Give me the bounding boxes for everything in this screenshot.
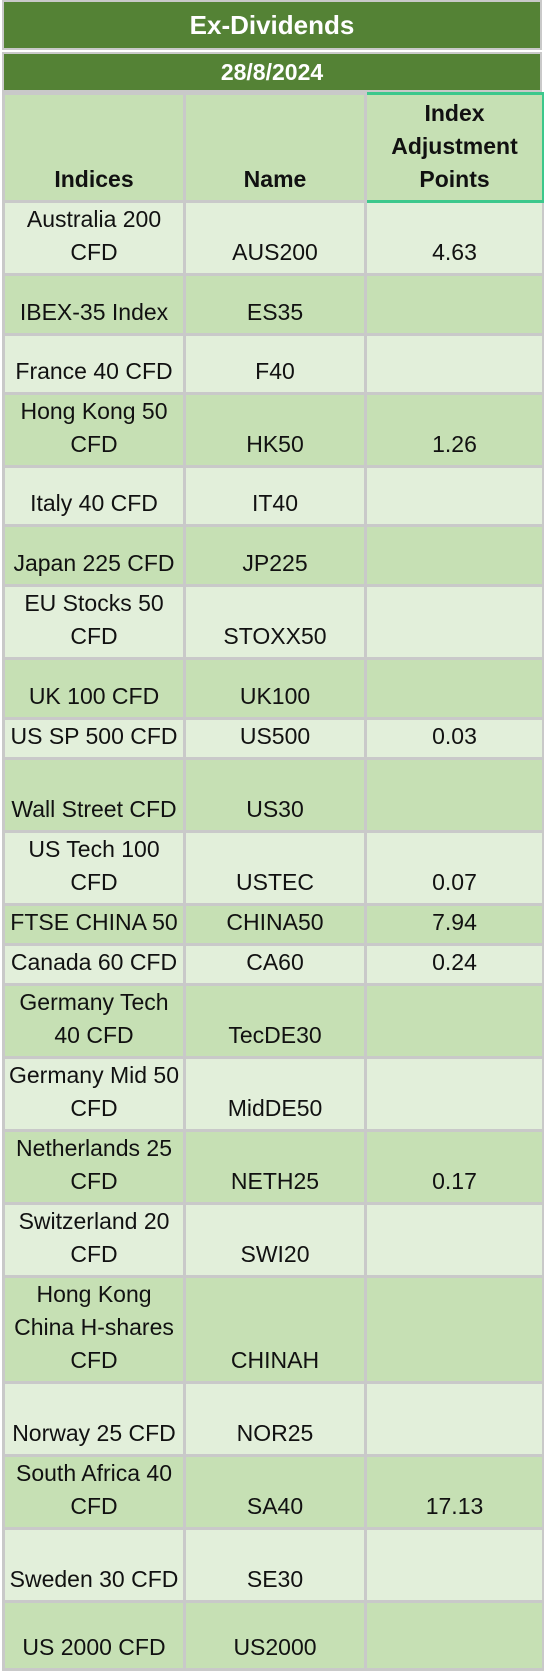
dividends-table: Indices Name Index Adjustment Points Aus… <box>2 92 544 1671</box>
adjustment-points-cell: 7.94 <box>364 903 544 946</box>
adjustment-points-cell: 0.17 <box>364 1129 544 1205</box>
adjustment-points-cell <box>364 983 544 1059</box>
name-cell: AUS200 <box>183 200 367 276</box>
name-cell: UK100 <box>183 657 367 720</box>
table-row: EU Stocks 50 CFD STOXX50 <box>2 584 544 660</box>
adjustment-points-cell <box>364 465 544 527</box>
name-cell: STOXX50 <box>183 584 367 660</box>
column-header-indices: Indices <box>2 92 186 203</box>
name-cell: IT40 <box>183 465 367 527</box>
index-cell: US SP 500 CFD <box>2 717 186 760</box>
name-cell: US30 <box>183 757 367 833</box>
adjustment-points-cell: 0.07 <box>364 830 544 906</box>
name-cell: HK50 <box>183 392 367 468</box>
index-cell: EU Stocks 50 CFD <box>2 584 186 660</box>
adjustment-points-cell <box>364 1381 544 1457</box>
table-row: Norway 25 CFD NOR25 <box>2 1381 544 1457</box>
name-cell: TecDE30 <box>183 983 367 1059</box>
sheet-title: Ex-Dividends <box>2 0 542 50</box>
adjustment-points-cell <box>364 1202 544 1278</box>
name-cell: ES35 <box>183 273 367 336</box>
table-row: Netherlands 25 CFD NETH25 0.17 <box>2 1129 544 1205</box>
index-cell: Sweden 30 CFD <box>2 1527 186 1603</box>
table-row: IBEX-35 Index ES35 <box>2 273 544 336</box>
table-row: France 40 CFD F40 <box>2 333 544 395</box>
table-row: Australia 200 CFD AUS200 4.63 <box>2 200 544 276</box>
name-cell: CA60 <box>183 943 367 986</box>
table-row: Italy 40 CFD IT40 <box>2 465 544 527</box>
name-cell: US500 <box>183 717 367 760</box>
name-cell: NETH25 <box>183 1129 367 1205</box>
table-row: US 2000 CFD US2000 <box>2 1600 544 1671</box>
name-cell: SWI20 <box>183 1202 367 1278</box>
name-cell: MidDE50 <box>183 1056 367 1132</box>
index-cell: Germany Tech 40 CFD <box>2 983 186 1059</box>
name-cell: F40 <box>183 333 367 395</box>
adjustment-points-cell <box>364 524 544 587</box>
index-cell: IBEX-35 Index <box>2 273 186 336</box>
index-cell: US 2000 CFD <box>2 1600 186 1671</box>
name-cell: USTEC <box>183 830 367 906</box>
index-cell: Switzerland 20 CFD <box>2 1202 186 1278</box>
table-row: Sweden 30 CFD SE30 <box>2 1527 544 1603</box>
index-cell: Canada 60 CFD <box>2 943 186 986</box>
table-row: Hong Kong 50 CFD HK50 1.26 <box>2 392 544 468</box>
name-cell: US2000 <box>183 1600 367 1671</box>
sheet-date: 28/8/2024 <box>2 52 542 92</box>
index-cell: Australia 200 CFD <box>2 200 186 276</box>
table-row: Hong Kong China H-shares CFD CHINAH <box>2 1275 544 1384</box>
adjustment-points-cell <box>364 1600 544 1671</box>
adjustment-points-cell <box>364 333 544 395</box>
name-cell: SA40 <box>183 1454 367 1530</box>
table-row: Wall Street CFD US30 <box>2 757 544 833</box>
adjustment-points-cell <box>364 1056 544 1132</box>
table-row: Germany Mid 50 CFD MidDE50 <box>2 1056 544 1132</box>
adjustment-points-cell <box>364 757 544 833</box>
index-cell: South Africa 40 CFD <box>2 1454 186 1530</box>
table-body: Australia 200 CFD AUS200 4.63 IBEX-35 Index… <box>2 200 544 1671</box>
table-header-row: Indices Name Index Adjustment Points <box>2 92 544 203</box>
adjustment-points-cell <box>364 584 544 660</box>
index-cell: US Tech 100 CFD <box>2 830 186 906</box>
adjustment-points-cell: 1.26 <box>364 392 544 468</box>
index-cell: Hong Kong 50 CFD <box>2 392 186 468</box>
column-header-name: Name <box>183 92 367 203</box>
table-row: South Africa 40 CFD SA40 17.13 <box>2 1454 544 1530</box>
name-cell: JP225 <box>183 524 367 587</box>
adjustment-points-cell <box>364 657 544 720</box>
table-row: Japan 225 CFD JP225 <box>2 524 544 587</box>
table-row: US Tech 100 CFD USTEC 0.07 <box>2 830 544 906</box>
adjustment-points-cell <box>364 1527 544 1603</box>
index-cell: Hong Kong China H-shares CFD <box>2 1275 186 1384</box>
index-cell: Norway 25 CFD <box>2 1381 186 1457</box>
adjustment-points-cell: 17.13 <box>364 1454 544 1530</box>
adjustment-points-cell <box>364 273 544 336</box>
index-cell: Japan 225 CFD <box>2 524 186 587</box>
table-row: US SP 500 CFD US500 0.03 <box>2 717 544 760</box>
name-cell: CHINA50 <box>183 903 367 946</box>
table-row: UK 100 CFD UK100 <box>2 657 544 720</box>
index-cell: France 40 CFD <box>2 333 186 395</box>
table-row: Switzerland 20 CFD SWI20 <box>2 1202 544 1278</box>
name-cell: NOR25 <box>183 1381 367 1457</box>
index-cell: Italy 40 CFD <box>2 465 186 527</box>
table-row: Canada 60 CFD CA60 0.24 <box>2 943 544 986</box>
index-cell: Germany Mid 50 CFD <box>2 1056 186 1132</box>
name-cell: SE30 <box>183 1527 367 1603</box>
name-cell: CHINAH <box>183 1275 367 1384</box>
column-header-adjustment-points: Index Adjustment Points <box>364 92 544 203</box>
adjustment-points-cell <box>364 1275 544 1384</box>
adjustment-points-cell: 0.03 <box>364 717 544 760</box>
index-cell: FTSE CHINA 50 <box>2 903 186 946</box>
index-cell: Wall Street CFD <box>2 757 186 833</box>
table-row: FTSE CHINA 50 CHINA50 7.94 <box>2 903 544 946</box>
index-cell: UK 100 CFD <box>2 657 186 720</box>
adjustment-points-cell: 0.24 <box>364 943 544 986</box>
adjustment-points-cell: 4.63 <box>364 200 544 276</box>
table-row: Germany Tech 40 CFD TecDE30 <box>2 983 544 1059</box>
index-cell: Netherlands 25 CFD <box>2 1129 186 1205</box>
